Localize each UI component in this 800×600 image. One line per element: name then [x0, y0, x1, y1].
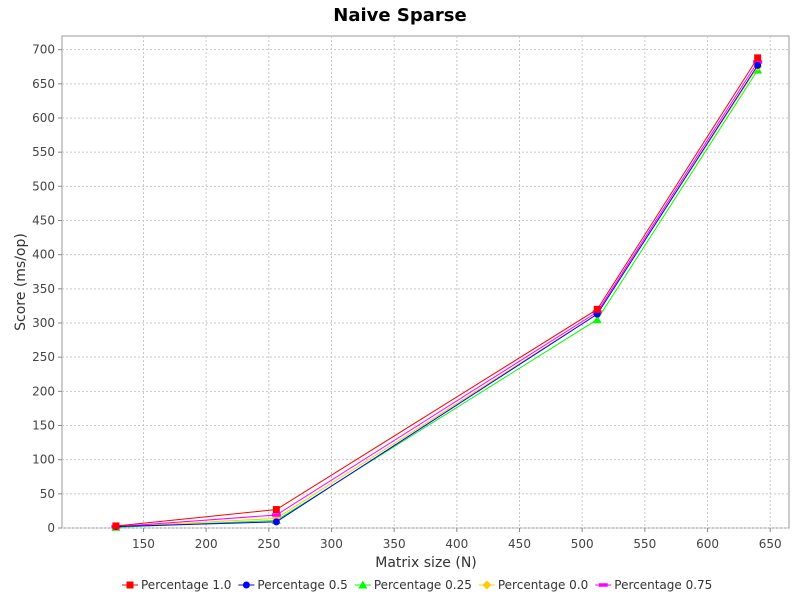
- legend-label: Percentage 0.25: [374, 578, 472, 592]
- series-line: [115, 57, 759, 527]
- y-axis: 0 50 100 150 200 250 300 350 400 450 500 550 600 650 7…: [32, 43, 62, 535]
- legend-item: Percentage 0.25: [354, 578, 472, 592]
- data-point: [271, 513, 281, 517]
- y-tick-label: 700: [32, 43, 55, 57]
- x-tick-label: 550: [633, 537, 656, 551]
- x-axis: 150 200 250 300 350 400 450 500 550 600 650: [132, 528, 782, 551]
- y-tick-label: 400: [32, 248, 55, 262]
- legend-marker: [358, 580, 368, 589]
- y-tick-label: 500: [32, 179, 55, 193]
- x-tick-label: 250: [257, 537, 280, 551]
- legend: Percentage 1.0 Percentage 0.5 Percentage 0…: [122, 578, 712, 592]
- y-tick-label: 150: [32, 419, 55, 433]
- x-tick-label: 500: [571, 537, 594, 551]
- data-point: [592, 315, 602, 324]
- y-tick-label: 200: [32, 384, 55, 398]
- x-tick-label: 150: [132, 537, 155, 551]
- y-axis-label: Score (ms/op): [13, 233, 29, 331]
- legend-label: Percentage 0.0: [498, 578, 588, 592]
- y-tick-label: 100: [32, 453, 55, 467]
- data-point: [112, 522, 120, 530]
- series-layer: [111, 54, 763, 532]
- y-tick-label: 350: [32, 282, 55, 296]
- legend-item: Percentage 0.75: [595, 578, 712, 592]
- legend-marker: [242, 581, 250, 589]
- legend-marker: [482, 580, 492, 590]
- data-point: [754, 61, 762, 69]
- legend-label: Percentage 0.5: [257, 578, 347, 592]
- data-point: [272, 518, 280, 526]
- y-tick-label: 0: [47, 521, 55, 535]
- series-percentage-1-0: [112, 54, 762, 530]
- data-point: [593, 305, 601, 313]
- data-point: [754, 54, 762, 62]
- series-line: [115, 61, 759, 528]
- data-point: [272, 506, 280, 514]
- series-line: [115, 65, 759, 528]
- y-tick-label: 300: [32, 316, 55, 330]
- legend-item: Percentage 0.5: [238, 578, 348, 592]
- x-tick-label: 200: [195, 537, 218, 551]
- legend-marker: [598, 583, 608, 587]
- x-tick-label: 350: [383, 537, 406, 551]
- x-tick-label: 650: [759, 537, 782, 551]
- y-tick-label: 650: [32, 77, 55, 91]
- plot-area: [61, 35, 790, 529]
- x-tick-label: 300: [320, 537, 343, 551]
- legend-item: Percentage 1.0: [122, 578, 231, 592]
- chart-title: Naive Sparse: [333, 5, 466, 26]
- x-tick-label: 450: [508, 537, 531, 551]
- x-axis-label: Matrix size (N): [375, 555, 477, 571]
- y-tick-label: 450: [32, 214, 55, 228]
- x-tick-label: 600: [696, 537, 719, 551]
- y-tick-label: 50: [40, 487, 55, 501]
- legend-label: Percentage 0.75: [614, 578, 712, 592]
- y-tick-label: 250: [32, 350, 55, 364]
- y-tick-label: 600: [32, 111, 55, 125]
- legend-item: Percentage 0.0: [478, 578, 588, 592]
- legend-label: Percentage 1.0: [141, 578, 231, 592]
- grid: [62, 36, 789, 529]
- legend-marker: [126, 581, 134, 589]
- y-tick-label: 550: [32, 145, 55, 159]
- x-tick-label: 400: [445, 537, 468, 551]
